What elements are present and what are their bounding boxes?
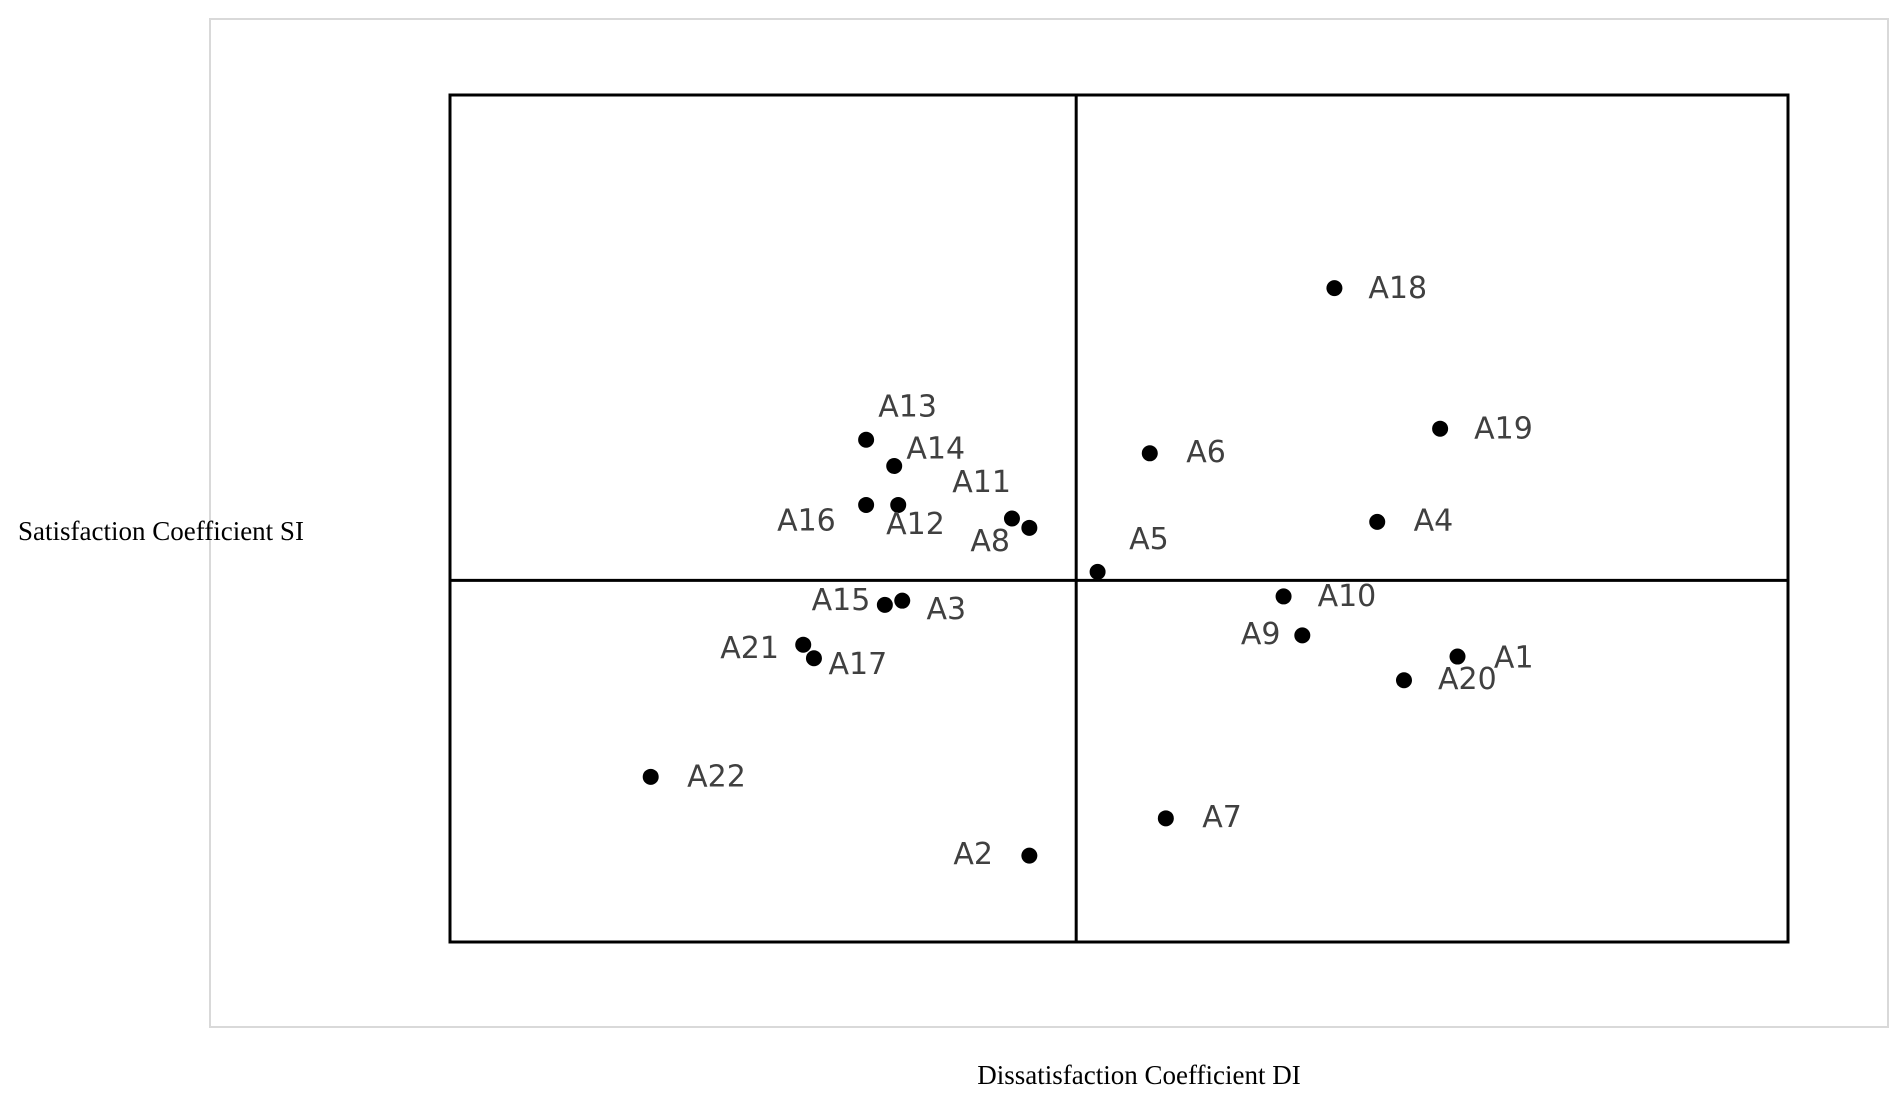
point-label: A22: [687, 760, 746, 795]
point: [642, 768, 659, 785]
point: [890, 496, 907, 513]
point: [795, 636, 812, 653]
point: [1326, 280, 1343, 297]
point-label: A11: [952, 465, 1011, 500]
point: [1157, 810, 1174, 827]
point-label: A4: [1414, 503, 1454, 538]
point-label: A21: [720, 631, 779, 666]
point-label: A13: [878, 390, 937, 425]
point: [1003, 510, 1020, 527]
point-label: A5: [1129, 522, 1169, 557]
y-axis-label: Satisfaction Coefficient SI: [18, 516, 304, 546]
point-label: A2: [953, 837, 993, 872]
point: [876, 596, 893, 613]
point-label: A3: [927, 592, 967, 627]
point: [1294, 627, 1311, 644]
point-label: A16: [777, 503, 836, 538]
chart-border: [209, 18, 1889, 1028]
point-label: A20: [1438, 662, 1497, 697]
point-label: A8: [970, 524, 1010, 559]
point: [1432, 420, 1449, 437]
plot-frame: [448, 93, 1790, 944]
point-label: A6: [1186, 435, 1226, 470]
point-label: A7: [1202, 800, 1242, 835]
point: [1395, 672, 1412, 689]
point: [1275, 588, 1292, 605]
point-label: A15: [812, 583, 871, 618]
point-label: A10: [1318, 579, 1377, 614]
point: [894, 592, 911, 609]
point-label: A19: [1474, 411, 1533, 446]
point-label: A1: [1494, 640, 1534, 675]
point: [1021, 519, 1038, 536]
point-label: A9: [1241, 617, 1281, 652]
point: [1089, 563, 1106, 580]
x-axis-label: Dissatisfaction Coefficient DI: [977, 1060, 1300, 1090]
point: [1021, 847, 1038, 864]
point-label: A18: [1368, 271, 1427, 306]
point: [1141, 445, 1158, 462]
point-label: A14: [906, 432, 965, 467]
point: [1449, 648, 1466, 665]
point-label: A17: [829, 647, 888, 682]
point: [805, 650, 822, 667]
point: [886, 457, 903, 474]
point: [858, 431, 875, 448]
point: [1369, 513, 1386, 530]
point-label: A12: [886, 507, 945, 542]
point: [858, 496, 875, 513]
